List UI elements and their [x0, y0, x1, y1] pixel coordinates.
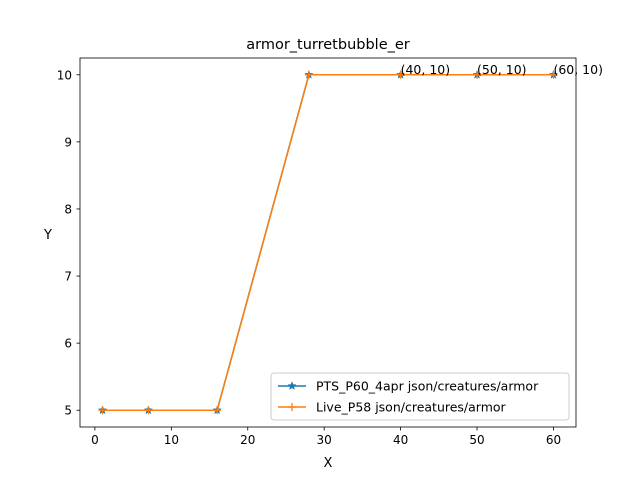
x-tick-label: 30 — [317, 433, 332, 447]
plot-frame — [79, 57, 577, 428]
data-point — [396, 70, 405, 79]
legend: PTS_P60_4apr json/creatures/armor Live_P5… — [270, 372, 570, 421]
legend-marker — [288, 403, 296, 411]
y-tick-label: 10 — [57, 68, 72, 82]
legend-box — [270, 372, 570, 421]
x-axis-ticks: 0 10 20 30 40 50 60 — [91, 427, 561, 447]
y-axis-ticks: 5 6 7 8 9 10 — [57, 68, 80, 418]
x-tick-label: 10 — [164, 433, 179, 447]
plot-background — [80, 58, 576, 427]
x-tick-label: 20 — [240, 433, 255, 447]
x-tick-label: 60 — [546, 433, 561, 447]
legend-item: Live_P58 json/creatures/armor — [278, 400, 507, 415]
series-layer — [97, 69, 559, 415]
legend-label: Live_P58 json/creatures/armor — [316, 400, 507, 415]
y-tick-label: 9 — [64, 135, 72, 149]
x-tick-label: 0 — [91, 433, 99, 447]
x-axis-label: X — [324, 456, 333, 471]
data-point — [304, 70, 313, 79]
point-annotation: (60, 10) — [553, 62, 603, 77]
data-point — [144, 406, 153, 415]
legend-marker — [287, 381, 297, 390]
y-tick-label: 5 — [64, 404, 72, 418]
x-tick-label: 40 — [393, 433, 408, 447]
y-tick-label: 8 — [64, 202, 72, 216]
y-tick-label: 7 — [64, 270, 72, 284]
series-2 — [98, 70, 558, 415]
data-point — [549, 70, 558, 79]
plot-area — [80, 58, 576, 427]
x-tick-label: 50 — [469, 433, 484, 447]
data-point — [98, 406, 107, 415]
point-annotation: (50, 10) — [477, 62, 527, 77]
point-annotation: (40, 10) — [401, 62, 451, 77]
legend-item: PTS_P60_4apr json/creatures/armor — [278, 379, 539, 394]
data-point — [213, 406, 222, 415]
legend-label: PTS_P60_4apr json/creatures/armor — [316, 379, 539, 394]
y-tick-label: 6 — [64, 337, 72, 351]
y-axis-label: Y — [43, 228, 52, 243]
data-point — [473, 70, 482, 79]
chart-title: armor_turretbubble_er — [246, 37, 410, 53]
annotation-layer: (40, 10) (50, 10) (60, 10) — [401, 62, 603, 77]
